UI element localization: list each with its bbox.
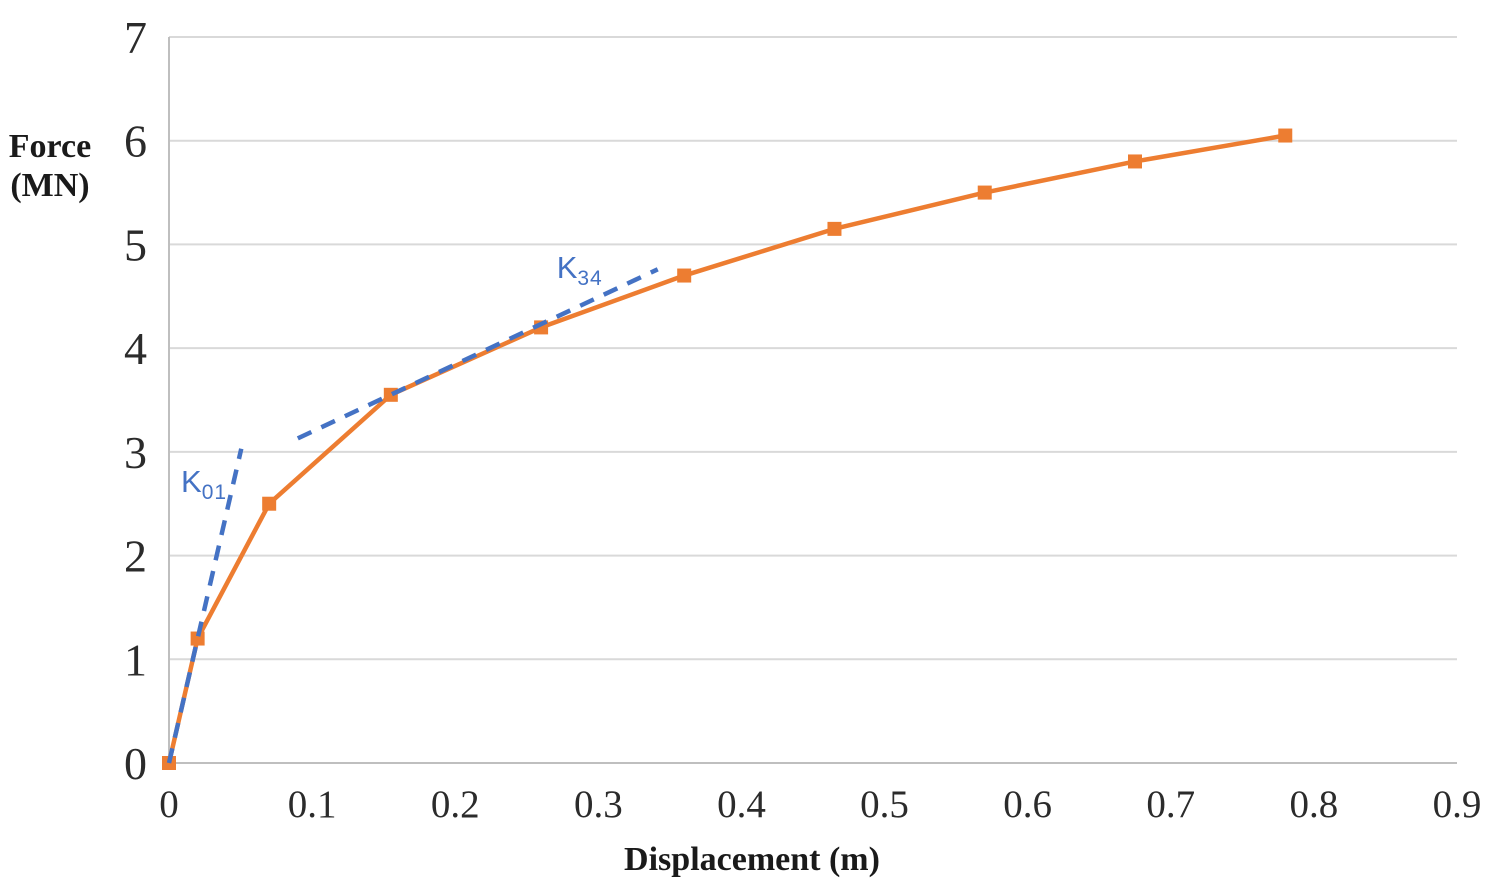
- k34-stiffness-label: K34: [556, 250, 603, 290]
- k34-stiffness-line: [296, 267, 659, 441]
- y-tick-label-6: 6: [124, 116, 147, 167]
- y-tick-label-4: 4: [124, 323, 147, 374]
- data-point-marker-8: [1128, 154, 1142, 169]
- y-tick-label-5: 5: [124, 219, 147, 270]
- x-tick-label-0.8: 0.8: [1290, 783, 1339, 826]
- x-tick-label-0.3: 0.3: [574, 783, 623, 826]
- y-tick-label-7: 7: [124, 12, 147, 63]
- y-axis-title: Force (MN): [2, 127, 98, 205]
- data-point-marker-5: [677, 268, 692, 283]
- k01-stiffness-line: [166, 448, 244, 764]
- k34-label-main: K: [556, 250, 578, 286]
- x-tick-label-0: 0: [159, 783, 179, 826]
- data-point-marker-1: [190, 631, 205, 646]
- x-tick-label-0.7: 0.7: [1146, 783, 1195, 826]
- y-axis-title-line2: (MN): [10, 167, 90, 204]
- data-point-marker-6: [827, 221, 842, 236]
- y-tick-label-0: 0: [124, 738, 147, 789]
- y-tick-label-3: 3: [124, 427, 147, 478]
- x-tick-label-0.6: 0.6: [1003, 783, 1052, 826]
- x-tick-label-0.2: 0.2: [431, 783, 480, 826]
- k34-label-subscript: 34: [577, 267, 603, 291]
- k01-label-subscript: 01: [201, 480, 228, 504]
- y-tick-label-1: 1: [124, 634, 147, 685]
- data-point-marker-2: [262, 496, 277, 511]
- y-axis-title-line1: Force: [8, 128, 92, 165]
- k01-label-main: K: [181, 463, 202, 499]
- x-tick-label-0.5: 0.5: [860, 783, 909, 826]
- data-point-marker-9: [1278, 128, 1293, 143]
- x-axis-title: Displacement (m): [624, 841, 880, 878]
- x-tick-label-0.1: 0.1: [288, 783, 337, 826]
- x-tick-label-0.4: 0.4: [717, 783, 766, 826]
- data-point-marker-7: [977, 185, 992, 200]
- force-displacement-curve-line: [166, 133, 1288, 766]
- k01-stiffness-label: K01: [181, 463, 227, 504]
- y-tick-label-2: 2: [124, 531, 147, 582]
- x-tick-label-0.9: 0.9: [1433, 783, 1482, 826]
